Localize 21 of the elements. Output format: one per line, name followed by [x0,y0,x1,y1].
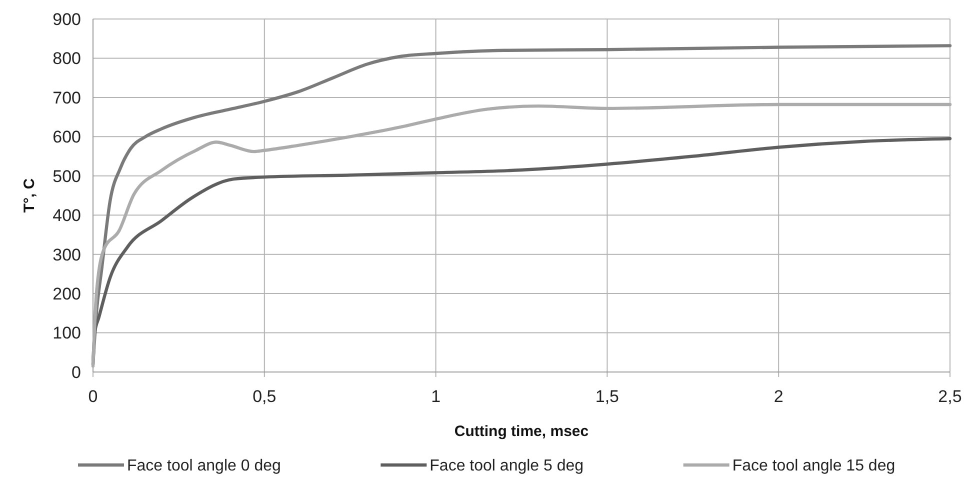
x-tick-label: 2,5 [938,387,962,406]
x-tick-label: 1 [431,387,441,406]
y-tick-label: 800 [52,49,81,68]
x-tick-label: 0,5 [252,387,276,406]
legend-label: Face tool angle 0 deg [127,458,281,475]
x-tick-label: 2 [774,387,784,406]
y-tick-label: 300 [52,245,81,264]
x-tick-label: 0 [88,387,98,406]
y-tick-label: 400 [52,206,81,226]
x-axis-title: Cutting time, msec [454,423,589,440]
legend-label: Face tool angle 5 deg [430,458,584,475]
legend-label: Face tool angle 15 deg [732,458,896,475]
y-tick-label: 600 [52,128,81,147]
y-tick-label: 500 [52,166,81,186]
y-tick-label: 100 [52,324,81,343]
y-tick-label: 0 [72,362,81,382]
y-tick-label: 200 [52,284,81,304]
y-axis-title: T°, C [21,178,38,213]
y-tick-label: 900 [52,10,81,29]
x-tick-label: 1,5 [595,387,620,406]
y-tick-label: 700 [52,88,81,108]
